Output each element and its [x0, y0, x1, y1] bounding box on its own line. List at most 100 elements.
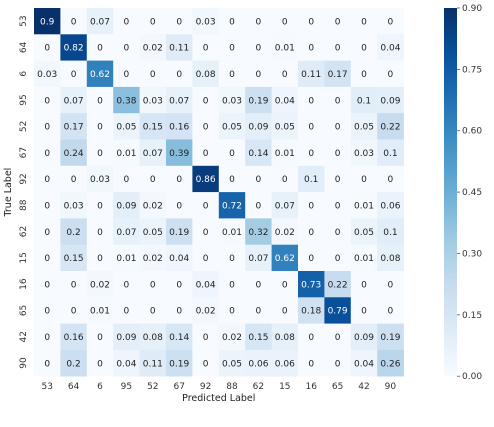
- cell-value-label: 0: [229, 254, 235, 264]
- heatmap-cell: [377, 271, 404, 298]
- heatmap-cell: [350, 165, 378, 193]
- cell-value-label: 0.05: [354, 228, 374, 238]
- heatmap-cell: [377, 113, 404, 140]
- cell-value-label: 0: [71, 280, 77, 290]
- heatmap-cell: [350, 271, 378, 298]
- heatmap-cell: [245, 218, 272, 245]
- heatmap-cell: [218, 60, 246, 88]
- heatmap-cell: [298, 244, 325, 272]
- cell-value-label: 0.03: [222, 96, 242, 106]
- heatmap-cell: [113, 165, 140, 193]
- cell-value-label: 0: [97, 228, 103, 238]
- cell-value-label: 0.09: [248, 123, 268, 133]
- heatmap-cell: [324, 192, 352, 219]
- heatmap-cell: [324, 218, 352, 245]
- heatmap-cell: [60, 139, 88, 167]
- cell-value-label: 0: [388, 175, 394, 185]
- cell-value-label: 0: [388, 307, 394, 317]
- cell-value-label: 0: [124, 70, 130, 80]
- heatmap-cell: [139, 297, 167, 324]
- y-tick-label: 65: [19, 305, 29, 316]
- heatmap-cell: [60, 218, 88, 245]
- cell-value-label: 0.02: [143, 254, 163, 264]
- cell-value-label: 0: [282, 70, 288, 80]
- heatmap-cell: [86, 192, 114, 219]
- cell-value-label: 0: [176, 280, 182, 290]
- heatmap-cell: [60, 86, 88, 114]
- heatmap-cell: [324, 323, 352, 351]
- cell-value-label: 0.07: [169, 96, 189, 106]
- heatmap-cell: [86, 271, 114, 298]
- cell-value-label: 0: [361, 44, 367, 54]
- heatmap-cell: [34, 323, 61, 351]
- cell-value-label: 0: [388, 280, 394, 290]
- heatmap-cell: [86, 165, 114, 193]
- heatmap-cell: [139, 323, 167, 351]
- heatmap-cell: [245, 34, 272, 61]
- cell-value-label: 0: [203, 333, 209, 343]
- cell-value-label: 0: [44, 359, 50, 369]
- cell-value-label: 0: [335, 175, 341, 185]
- x-axis-label: Predicted Label: [182, 393, 255, 404]
- heatmap-cell: [245, 60, 272, 88]
- heatmap-cell: [350, 113, 378, 140]
- cell-value-label: 0: [335, 201, 341, 211]
- heatmap-cell: [218, 86, 246, 114]
- cell-value-label: 0.02: [275, 228, 295, 238]
- cell-value-label: 0: [308, 17, 314, 27]
- heatmap-cell: [298, 86, 325, 114]
- cell-value-label: 0.01: [354, 254, 374, 264]
- heatmap-cell: [324, 139, 352, 167]
- cell-value-label: 0.07: [116, 228, 136, 238]
- cell-value-label: 0.62: [90, 70, 110, 80]
- heatmap-cell: [113, 271, 140, 298]
- cell-value-label: 0: [256, 17, 262, 27]
- y-tick-label: 15: [19, 252, 29, 263]
- heatmap-cell: [86, 60, 114, 88]
- cell-value-label: 0: [282, 17, 288, 27]
- heatmap-cell: [34, 60, 61, 88]
- cell-value-label: 0.05: [116, 123, 136, 133]
- cell-value-label: 0: [71, 307, 77, 317]
- cell-value-label: 0.14: [248, 149, 268, 159]
- heatmap-cell: [60, 323, 88, 351]
- x-axis-ticks: 53 64 6 95 52 67 92 88 62 15 16 65 42 90: [41, 382, 396, 392]
- cell-value-label: 0.01: [222, 228, 242, 238]
- x-tick-label: 62: [253, 382, 264, 392]
- cell-value-label: 0: [229, 175, 235, 185]
- cell-value-label: 0.02: [143, 44, 163, 54]
- heatmap-cell: [298, 218, 325, 245]
- heatmap-cell: [245, 139, 272, 167]
- heatmap-cell: [298, 297, 325, 324]
- heatmap-cell: [350, 192, 378, 219]
- cell-value-label: 0.15: [248, 333, 268, 343]
- heatmap-cell: [271, 8, 299, 35]
- heatmap-cell: [377, 8, 404, 35]
- cell-value-label: 0.72: [222, 201, 242, 211]
- cell-value-label: 0: [335, 123, 341, 133]
- cell-value-label: 0: [361, 70, 367, 80]
- heatmap-cell: [139, 349, 167, 377]
- cell-value-label: 0.1: [304, 175, 318, 185]
- heatmap-cell: [60, 244, 88, 272]
- heatmap-cell: [166, 323, 193, 351]
- y-tick-label: 95: [19, 94, 29, 105]
- heatmap-cell: [86, 349, 114, 377]
- heatmap-cell: [218, 34, 246, 61]
- heatmap-cell: [113, 218, 140, 245]
- heatmap-cell: [192, 271, 220, 298]
- cell-value-label: 0.03: [37, 70, 57, 80]
- heatmap-cell: [377, 192, 404, 219]
- heatmap-cell: [298, 271, 325, 298]
- cell-value-label: 0: [308, 359, 314, 369]
- cell-value-label: 0.04: [196, 280, 216, 290]
- heatmap-cell: [86, 86, 114, 114]
- heatmap-cell: [34, 192, 61, 219]
- cell-value-label: 0: [203, 96, 209, 106]
- cell-value-label: 0: [97, 201, 103, 211]
- cell-value-label: 0.03: [64, 201, 84, 211]
- heatmap-cell: [298, 349, 325, 377]
- colorbar-ticks: 0.00 0.15 0.30 0.45 0.60 0.75 0.90: [457, 4, 482, 382]
- cell-value-label: 0: [150, 17, 156, 27]
- heatmap-cell: [271, 297, 299, 324]
